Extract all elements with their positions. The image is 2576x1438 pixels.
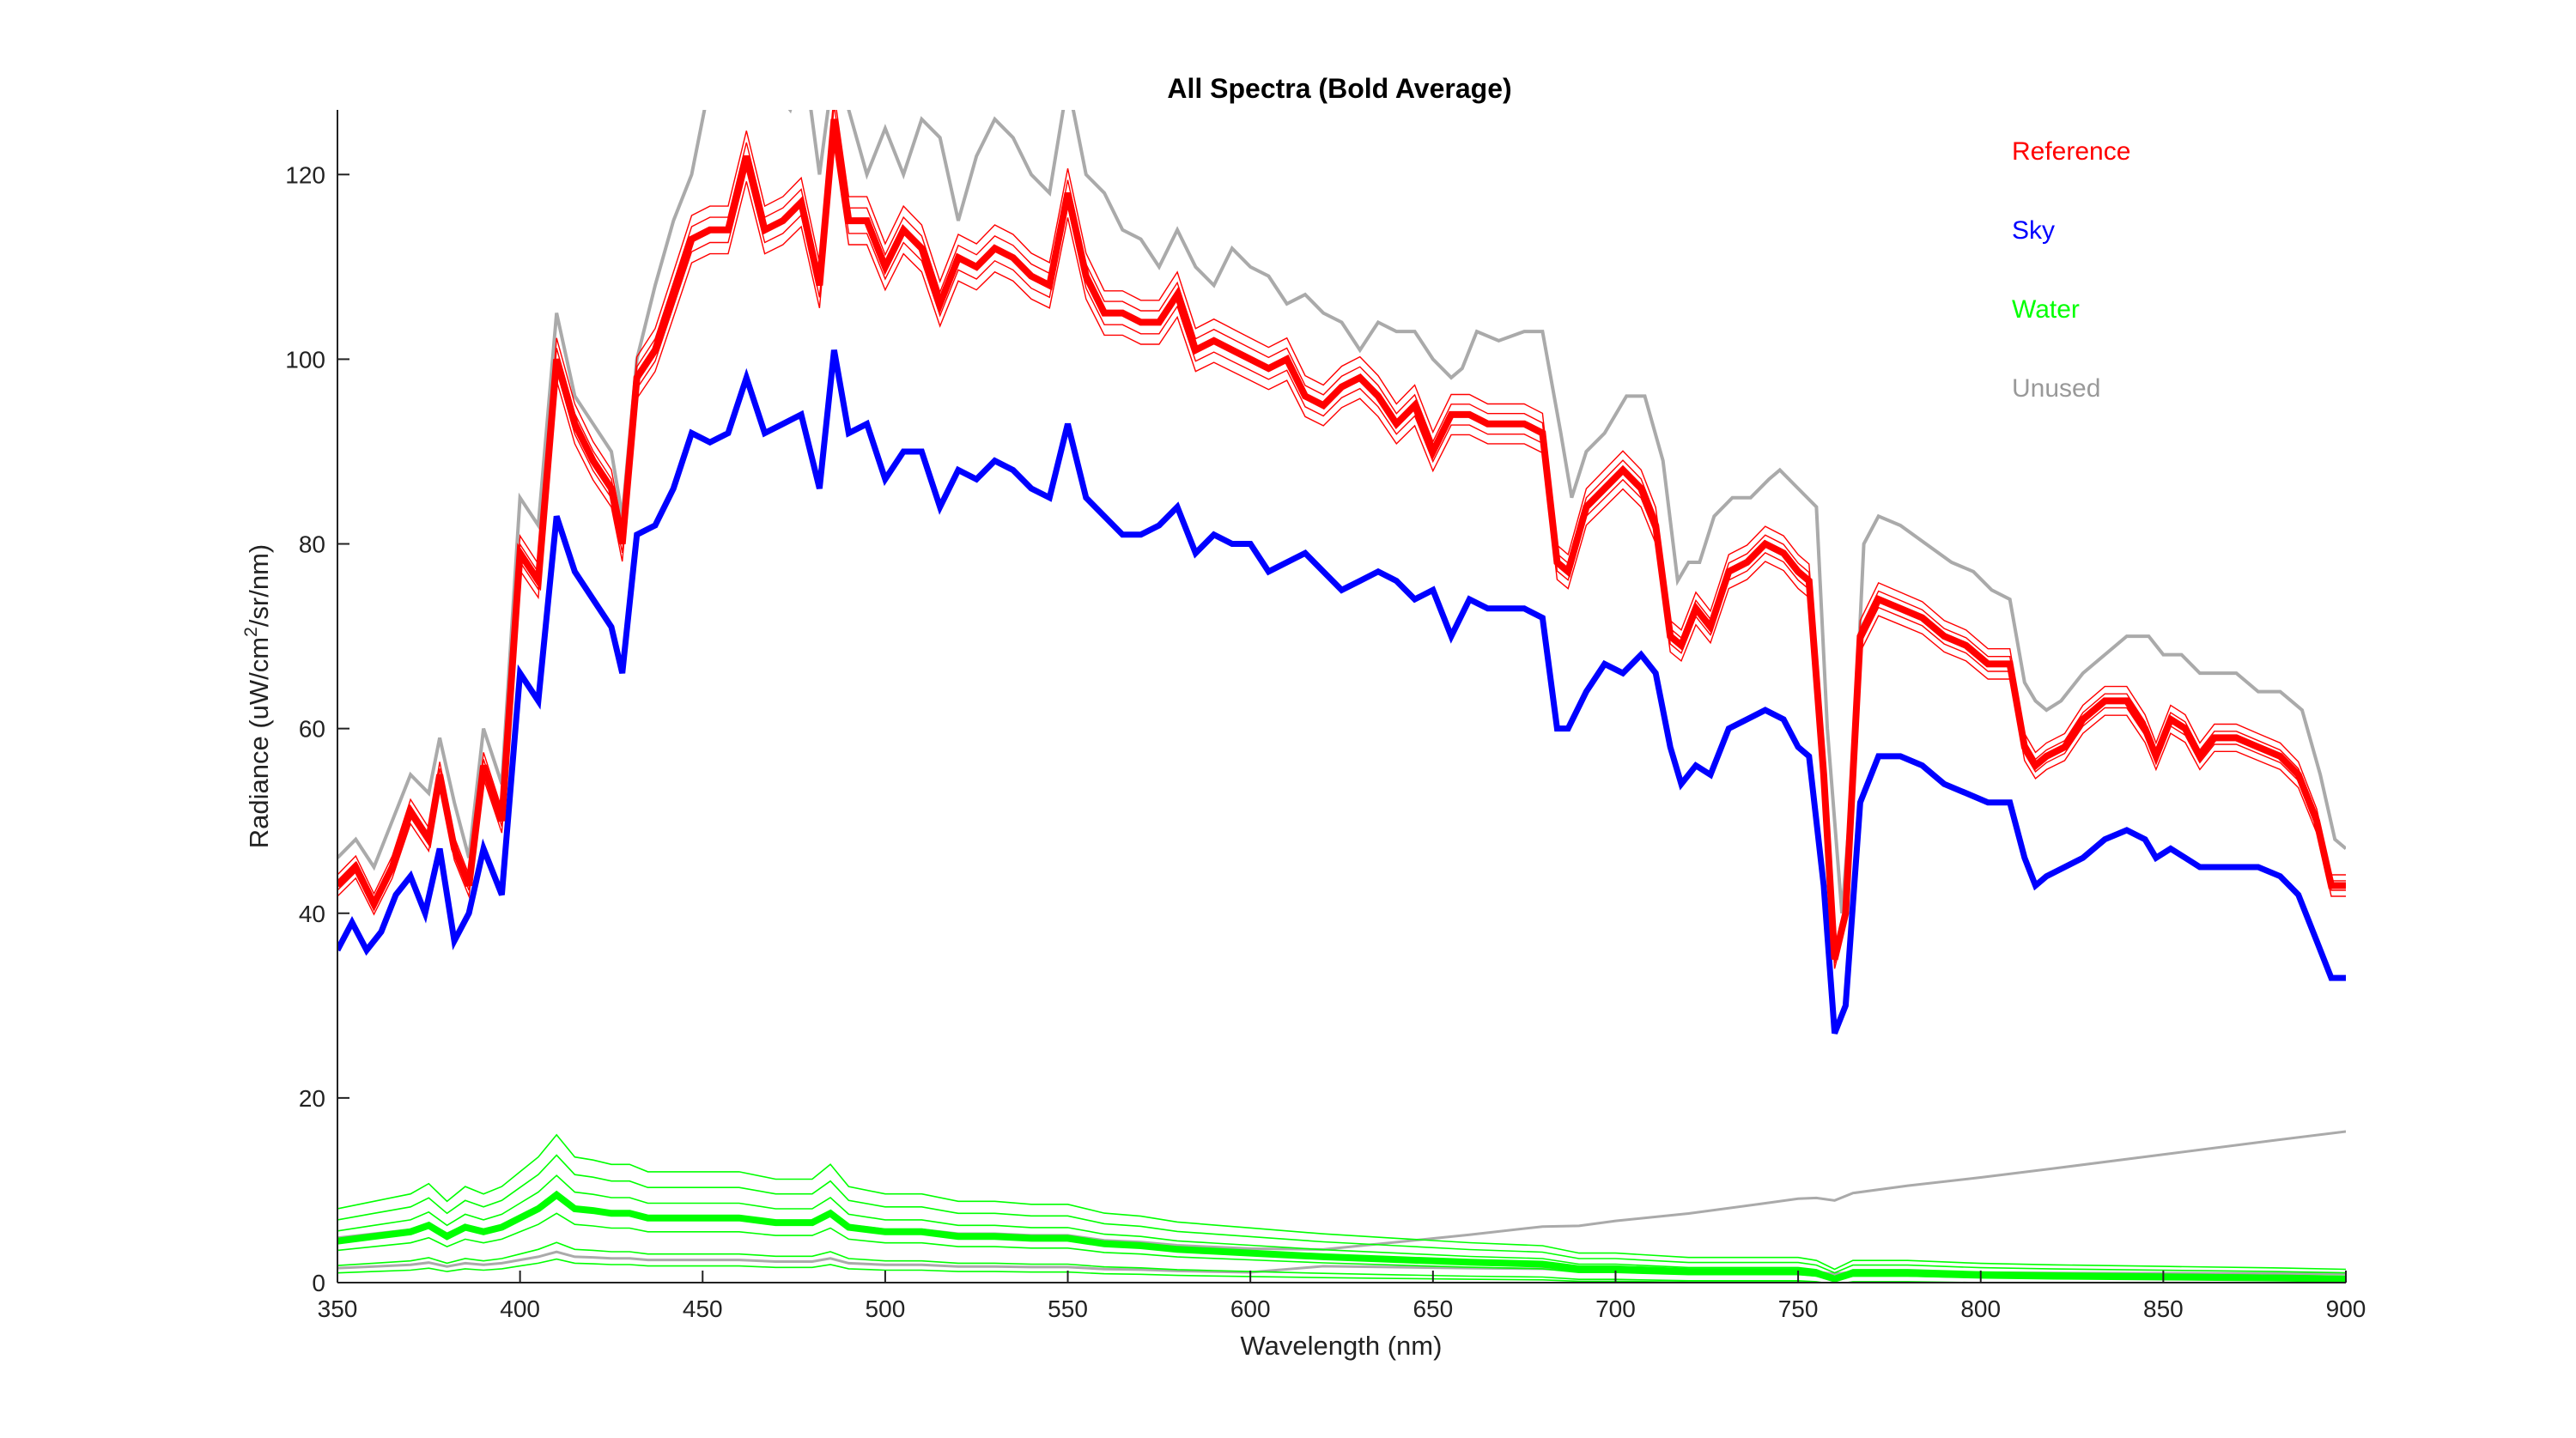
series-line-unused-trace-b [337,1130,2346,1251]
series-layer [337,110,2346,1283]
series-line-water-individual-5 [337,1241,2109,1283]
series-line-water-individual-1 [337,1133,2346,1271]
series-line-reference-individual-4 [337,144,2346,969]
y-axis-label-sup: 2 [241,627,261,637]
series-line-water-individual-3 [337,1174,2346,1277]
y-tick-label-0: 0 [312,1270,325,1296]
x-axis-label: Wavelength (nm) [1241,1331,1443,1361]
y-tick-label-80: 80 [299,531,325,558]
x-tick-label-550: 550 [1048,1295,1088,1322]
x-tick-label-700: 700 [1595,1295,1636,1322]
y-tick-label-40: 40 [299,901,325,927]
x-tick-label-500: 500 [866,1295,906,1322]
y-tick-label-100: 100 [285,346,325,373]
y-ticks: 0 20 40 60 80 100 120 [285,161,349,1296]
x-tick-label-800: 800 [1960,1295,2001,1322]
x-tick-label-850: 850 [2143,1295,2184,1322]
series-line-reference [337,118,2346,961]
series-line-water-individual-2 [337,1154,2346,1274]
axes-layer [337,110,2346,1283]
series-line-sky [337,349,2346,1035]
x-tick-label-400: 400 [500,1295,540,1322]
y-axis-label: Radiance (uW/cm2/sr/nm) [241,544,274,848]
y-tick-label-20: 20 [299,1085,325,1112]
chart-title: All Spectra (Bold Average) [1167,73,1511,104]
series-line-unused [337,110,2346,913]
series-line-reference-individual-2 [337,132,2346,964]
x-tick-label-750: 750 [1778,1295,1819,1322]
y-tick-label-120: 120 [285,161,325,188]
legend-entry-water: Water [2012,295,2080,324]
legend-entry-reference: Reference [2012,137,2130,166]
x-tick-label-650: 650 [1413,1295,1453,1322]
x-tick-label-350: 350 [318,1295,358,1322]
legend-entry-sky: Sky [2012,216,2055,245]
y-tick-label-60: 60 [299,716,325,743]
x-tick-label-600: 600 [1230,1295,1271,1322]
y-axis-label-suffix: /sr/nm) [244,544,274,627]
x-tick-label-900: 900 [2326,1295,2366,1322]
x-tick-label-450: 450 [683,1295,723,1322]
legend-entry-unused: Unused [2012,374,2100,403]
y-axis-label-prefix: Radiance (uW/cm [244,637,274,848]
series-line-water [337,1190,2346,1283]
legend: Reference Sky Water Unused [2012,137,2130,403]
x-ticks: 350 400 450 500 550 600 650 700 750 800 850 900 [318,1271,2366,1322]
